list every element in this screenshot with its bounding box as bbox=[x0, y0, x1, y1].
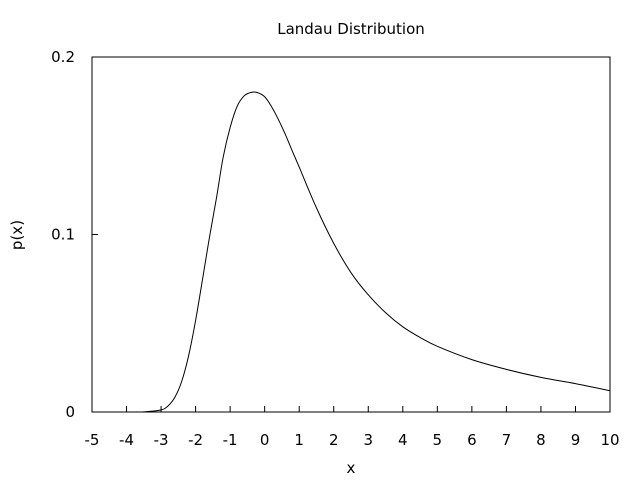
x-tick-label: 2 bbox=[329, 431, 339, 449]
y-tick-labels: 0 0.1 0.2 bbox=[51, 48, 75, 421]
x-tick-labels: -5 -4 -3 -2 -1 0 1 2 3 4 5 6 7 8 9 10 bbox=[85, 431, 620, 449]
x-tick-label: 7 bbox=[502, 431, 512, 449]
x-tick-label: 8 bbox=[536, 431, 546, 449]
x-tick-label: 9 bbox=[571, 431, 581, 449]
axis-ticks bbox=[91, 56, 611, 413]
y-tick-label: 0.2 bbox=[51, 48, 75, 66]
x-tick-label: 1 bbox=[294, 431, 304, 449]
x-tick-label: 4 bbox=[398, 431, 408, 449]
x-tick-label: -4 bbox=[119, 431, 134, 449]
x-tick-label: 0 bbox=[260, 431, 270, 449]
landau-curve bbox=[91, 91, 611, 413]
x-tick-label: -3 bbox=[154, 431, 169, 449]
x-tick-label: -5 bbox=[85, 431, 100, 449]
x-tick-label: 10 bbox=[600, 431, 619, 449]
plot-frame bbox=[91, 56, 611, 413]
y-tick-label: 0 bbox=[65, 403, 75, 421]
x-tick-label: 6 bbox=[467, 431, 477, 449]
y-axis-label: p(x) bbox=[8, 220, 26, 250]
x-axis-label: x bbox=[347, 459, 356, 477]
x-tick-label: 3 bbox=[363, 431, 373, 449]
chart-title: Landau Distribution bbox=[277, 20, 425, 38]
x-tick-label: -1 bbox=[223, 431, 238, 449]
y-tick-label: 0.1 bbox=[51, 226, 75, 244]
x-tick-label: -2 bbox=[188, 431, 203, 449]
x-tick-label: 5 bbox=[433, 431, 443, 449]
